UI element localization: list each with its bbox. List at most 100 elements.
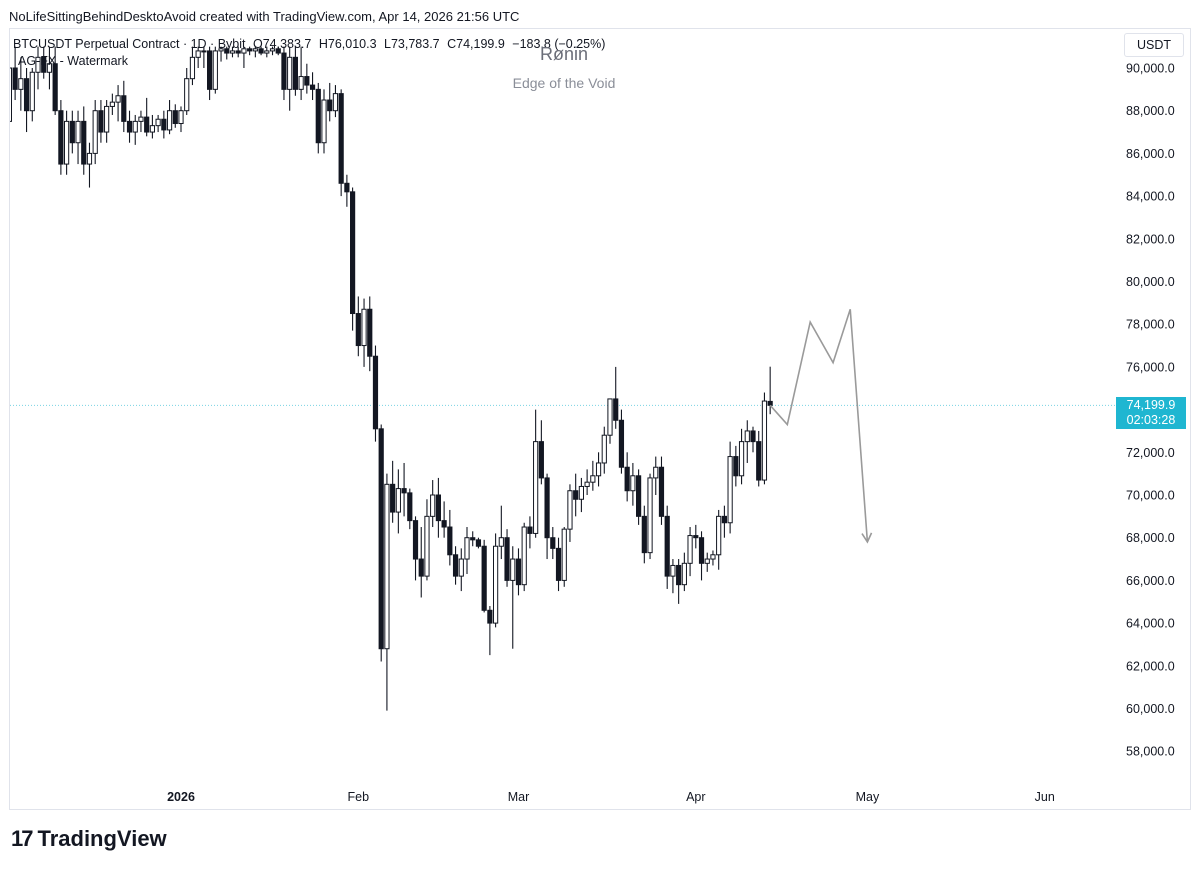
projection-path[interactable] (769, 309, 869, 543)
candle-body-down (721, 515, 727, 524)
candle (613, 366, 619, 429)
y-tick-label: 70,000.0 (1126, 489, 1175, 503)
candle (756, 430, 762, 487)
candle-body-down (23, 78, 30, 112)
tradingview-logo[interactable]: 17 TradingView (11, 826, 167, 852)
candle (647, 473, 653, 560)
candle-body-up (647, 477, 653, 554)
candle-body-up (269, 48, 276, 52)
candle (664, 505, 670, 589)
candle-body-down (327, 99, 333, 112)
candle-body-down (126, 120, 133, 133)
candle-body-up (64, 120, 70, 165)
candle (464, 527, 470, 574)
y-tick-label: 68,000.0 (1126, 531, 1175, 545)
candle-body-down (698, 537, 705, 564)
candle-body-down (309, 84, 316, 90)
candle (86, 142, 93, 188)
candle (18, 57, 24, 111)
candle (298, 46, 304, 101)
candle-body-down (247, 48, 253, 52)
candle-body-down (338, 93, 344, 184)
x-tick-label: Mar (508, 790, 530, 804)
candle (247, 46, 253, 56)
candle (104, 100, 110, 143)
candle-body-down (390, 483, 396, 513)
candle (12, 46, 18, 101)
candle-body-down (52, 63, 58, 112)
candle-body-down (161, 118, 167, 131)
candle (332, 85, 339, 118)
candle-body-up (727, 456, 733, 524)
candle-body-down (447, 526, 453, 556)
candle (195, 46, 201, 68)
candle (172, 104, 178, 128)
watermark-subtitle: Edge of the Void (512, 75, 616, 91)
y-tick-label: 72,000.0 (1126, 446, 1175, 460)
candle-body-up (521, 526, 527, 586)
candle-body-down (412, 520, 419, 560)
candle (52, 46, 58, 115)
candle-body-up (241, 48, 247, 54)
candle-body-down (550, 537, 556, 549)
candle (29, 68, 35, 122)
candle (64, 110, 70, 175)
candle (309, 72, 316, 101)
candle-body-up (229, 50, 236, 54)
y-tick-label: 76,000.0 (1126, 360, 1175, 374)
candle (601, 426, 607, 474)
indicator-legend[interactable]: AG-FX - Watermark (18, 54, 128, 68)
chart-frame[interactable] (9, 28, 1191, 810)
candle-body-up (430, 494, 436, 517)
ohlc-legend[interactable]: BTCUSDT Perpetual Contract · 1D · Bybit … (13, 37, 605, 51)
candle (658, 456, 665, 525)
candle-body-up (298, 76, 304, 90)
candle-body-down (664, 515, 670, 577)
candle (269, 46, 276, 56)
y-tick-label: 60,000.0 (1126, 702, 1175, 716)
candle-body-down (418, 558, 424, 577)
candle (573, 473, 579, 517)
candle-body-up (681, 562, 687, 586)
candle-body-up (115, 95, 121, 103)
candle-body-up (132, 120, 138, 133)
candle-body-up (716, 515, 722, 556)
bar-countdown: 02:03:28 (1126, 413, 1176, 427)
candle (481, 539, 487, 613)
candle-body-down (98, 110, 104, 133)
candle (161, 110, 167, 139)
candle-body-up (155, 118, 161, 127)
candle-body-down (452, 554, 459, 577)
candle-body-down (235, 50, 241, 54)
candle-body-up (761, 400, 768, 481)
candle-body-down (41, 56, 47, 73)
candle (258, 46, 264, 56)
candle (401, 462, 407, 517)
candle-body-down (69, 120, 75, 144)
candle (75, 110, 81, 165)
candle (126, 110, 133, 143)
candle (555, 537, 562, 592)
candle-body-up (18, 78, 24, 90)
candle-body-up (46, 63, 53, 73)
symbol-title[interactable]: BTCUSDT Perpetual Contract · 1D · Bybit (13, 37, 246, 51)
candle (201, 46, 207, 68)
candle-body-down (378, 428, 384, 650)
candle-body-up (321, 99, 327, 144)
candle-body-up (670, 564, 676, 577)
candle-body-down (2, 94, 6, 122)
candle-body-up (361, 308, 367, 347)
candle (487, 606, 493, 656)
candle-body-up (687, 535, 693, 564)
candle (435, 477, 441, 538)
candle-body-up (595, 462, 602, 477)
currency-button[interactable]: USDT (1124, 33, 1184, 57)
candle-body-up (590, 475, 596, 483)
candle (23, 68, 30, 133)
candle (372, 345, 379, 442)
candle-body-up (75, 120, 81, 144)
candle (378, 424, 384, 662)
candle-body-up (264, 50, 270, 54)
candle (727, 441, 733, 534)
